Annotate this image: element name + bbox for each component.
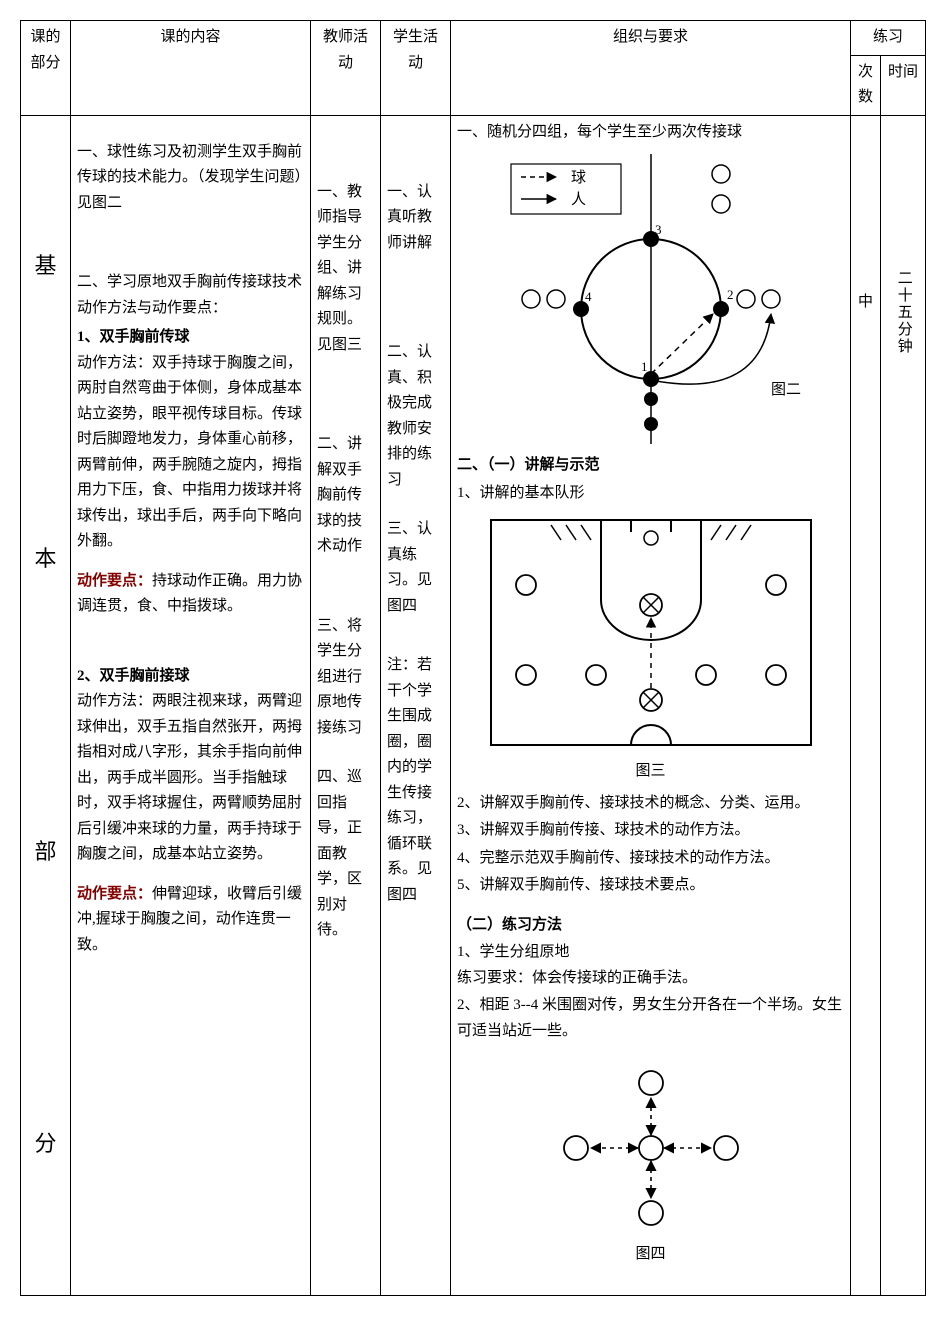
part-char-4: 分: [27, 1125, 64, 1162]
student-s1: 一、认真听教师讲解: [387, 180, 444, 257]
cell-part: 基 本 部 分: [21, 115, 71, 1295]
org-o2-2: 2、讲解双手胸前传、接球技术的概念、分类、运用。: [457, 791, 844, 817]
part-char-1: 基: [27, 247, 64, 284]
svg-text:1: 1: [641, 359, 648, 374]
content-h1-key: 动作要点：持球动作正确。用力协调连贯，食、中指拨球。: [77, 569, 304, 620]
cell-student: 一、认真听教师讲解 二、认真、积极完成教师安排的练习 三、认真练习。见图四 注：…: [381, 115, 451, 1295]
svg-text:2: 2: [727, 287, 734, 302]
svg-text:图二: 图二: [771, 381, 801, 398]
diagram-fig2: 球 人 1 2 3: [461, 149, 841, 449]
cell-org: 一、随机分四组，每个学生至少两次传接球 球 人: [451, 115, 851, 1295]
content-h1-body: 动作方法：双手持球于胸腹之间，两肘自然弯曲于体侧，身体成基本站立姿势，眼平视传球…: [77, 351, 304, 555]
diagram-fig3: [481, 510, 821, 755]
org-o3-head: （二）练习方法: [457, 913, 844, 939]
content-h2-body: 动作方法：两眼注视来球，两臂迎球伸出，双手五指自然张开，两拇指相对成八字形，其余…: [77, 689, 304, 868]
header-row-1: 课的部分 课的内容 教师活动 学生活动 组织与要求 练习: [21, 21, 926, 56]
org-o3-2: 2、相距 3--4 米围圈对传，男女生分开各在一个半场。女生可适当站近一些。: [457, 993, 844, 1044]
lesson-plan-table: 课的部分 课的内容 教师活动 学生活动 组织与要求 练习 次数 时间 基 本 部…: [20, 20, 926, 1296]
svg-text:人: 人: [571, 191, 586, 208]
time-value: 二十五分钟: [890, 270, 916, 355]
content-h2-key: 动作要点：伸臂迎球，收臂后引缓冲,握球于胸腹之间，动作连贯一致。: [77, 882, 304, 959]
cell-count: 中: [851, 115, 881, 1295]
teacher-t3: 三、将学生分组进行原地传接练习: [317, 614, 374, 742]
cell-teacher: 一、教师指导学生分组、讲解练习规则。见图三 二、讲解双手胸前传球的技术动作 三、…: [311, 115, 381, 1295]
hdr-practice: 练习: [851, 21, 926, 56]
fig4-label: 图四: [457, 1242, 844, 1268]
org-o2-head: 二、（一）讲解与示范: [457, 453, 844, 479]
cell-time: 二十五分钟: [881, 115, 926, 1295]
hdr-count: 次数: [851, 55, 881, 115]
svg-text:球: 球: [571, 169, 586, 186]
teacher-t2: 二、讲解双手胸前传球的技术动作: [317, 432, 374, 560]
hdr-part: 课的部分: [21, 21, 71, 116]
student-s3: 三、认真练习。见图四: [387, 517, 444, 619]
fig3-label: 图三: [457, 759, 844, 785]
key-label-2: 动作要点：: [77, 886, 152, 902]
org-o1: 一、随机分四组，每个学生至少两次传接球: [457, 120, 844, 146]
hdr-org: 组织与要求: [451, 21, 851, 116]
content-p2-lead: 二、学习原地双手胸前传接球技术: [77, 270, 304, 296]
content-h1: 1、双手胸前传球: [77, 325, 304, 351]
hdr-teacher: 教师活动: [311, 21, 381, 116]
content-p2-sub: 动作方法与动作要点：: [77, 296, 304, 322]
org-o2-4: 4、完整示范双手胸前传、接球技术的动作方法。: [457, 846, 844, 872]
svg-text:4: 4: [585, 289, 592, 304]
org-o3-1b: 练习要求：体会传接球的正确手法。: [457, 966, 844, 992]
teacher-t4: 四、巡回指导，正面教学，区别对待。: [317, 765, 374, 944]
hdr-content: 课的内容: [71, 21, 311, 116]
hdr-time: 时间: [881, 55, 926, 115]
content-h2: 2、双手胸前接球: [77, 664, 304, 690]
body-row: 基 本 部 分 一、球性练习及初测学生双手胸前传球的技术能力。（发现学生问题）见…: [21, 115, 926, 1295]
student-note: 注：若干个学生围成圈，圈内的学生传接练习，循环联系。见图四: [387, 653, 444, 908]
part-char-3: 部: [27, 833, 64, 870]
svg-text:3: 3: [655, 222, 662, 237]
content-p1: 一、球性练习及初测学生双手胸前传球的技术能力。（发现学生问题）见图二: [77, 140, 304, 217]
student-s2: 二、认真、积极完成教师安排的练习: [387, 340, 444, 493]
diagram-fig4: [541, 1058, 761, 1238]
org-o2-3: 3、讲解双手胸前传接、球技术的动作方法。: [457, 818, 844, 844]
teacher-t1: 一、教师指导学生分组、讲解练习规则。见图三: [317, 180, 374, 359]
hdr-student: 学生活动: [381, 21, 451, 116]
org-o2-5: 5、讲解双手胸前传、接球技术要点。: [457, 873, 844, 899]
org-o2-1: 1、讲解的基本队形: [457, 481, 844, 507]
part-char-2: 本: [27, 540, 64, 577]
cell-content: 一、球性练习及初测学生双手胸前传球的技术能力。（发现学生问题）见图二 二、学习原…: [71, 115, 311, 1295]
count-value: 中: [858, 294, 873, 310]
key-label-1: 动作要点：: [77, 573, 152, 589]
org-o3-1a: 1、学生分组原地: [457, 940, 844, 966]
